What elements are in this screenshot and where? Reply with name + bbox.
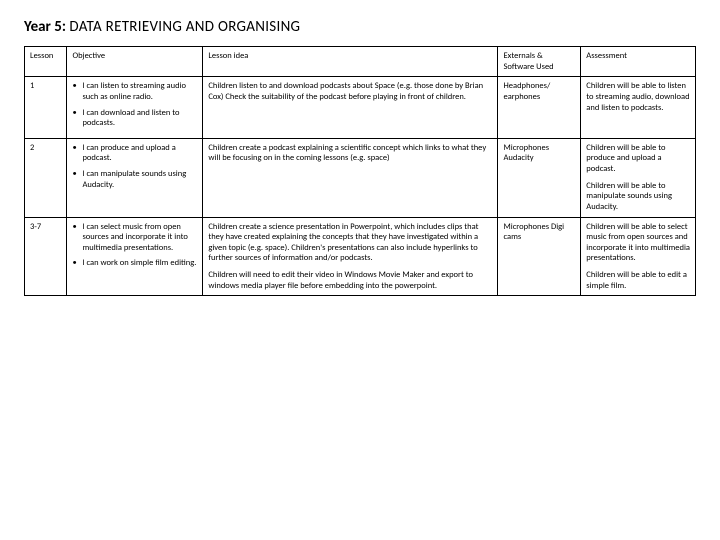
th-assessment: Assessment [581, 47, 696, 77]
idea-para: Children listen to and download podcasts… [208, 81, 492, 102]
objective-item: I can produce and upload a podcast. [72, 143, 197, 164]
cell-lesson: 1 [25, 77, 67, 139]
objective-item: I can listen to streaming audio such as … [72, 81, 197, 102]
th-objective: Objective [67, 47, 203, 77]
cell-objective: I can listen to streaming audio such as … [67, 77, 203, 139]
th-idea: Lesson idea [203, 47, 498, 77]
objective-item: I can manipulate sounds using Audacity. [72, 169, 197, 190]
table-row: 3-7 I can select music from open sources… [25, 217, 696, 296]
assessment-para: Children will be able to manipulate soun… [586, 181, 690, 213]
cell-lesson: 2 [25, 138, 67, 217]
table-row: 2 I can produce and upload a podcast. I … [25, 138, 696, 217]
page-title: Year 5: DATA RETRIEVING AND ORGANISING [24, 18, 696, 36]
title-thin: DATA RETRIEVING AND ORGANISING [69, 18, 300, 36]
assessment-para: Children will be able to produce and upl… [586, 143, 690, 175]
th-lesson: Lesson [25, 47, 67, 77]
objective-item: I can work on simple film editing. [72, 258, 197, 269]
cell-idea: Children listen to and download podcasts… [203, 77, 498, 139]
th-externals: Externals & Software Used [498, 47, 581, 77]
cell-idea: Children create a podcast explaining a s… [203, 138, 498, 217]
cell-objective: I can select music from open sources and… [67, 217, 203, 296]
idea-para: Children will need to edit their video i… [208, 270, 492, 291]
idea-para: Children create a podcast explaining a s… [208, 143, 492, 164]
curriculum-table: Lesson Objective Lesson idea Externals &… [24, 46, 696, 296]
idea-para: Children create a science presentation i… [208, 222, 492, 265]
cell-externals: Microphones Audacity [498, 138, 581, 217]
cell-idea: Children create a science presentation i… [203, 217, 498, 296]
cell-externals: Microphones Digi cams [498, 217, 581, 296]
assessment-para: Children will be able to edit a simple f… [586, 270, 690, 291]
objective-item: I can download and listen to podcasts. [72, 108, 197, 129]
table-header-row: Lesson Objective Lesson idea Externals &… [25, 47, 696, 77]
objective-item: I can select music from open sources and… [72, 222, 197, 254]
assessment-para: Children will be able to listen to strea… [586, 81, 690, 113]
cell-assessment: Children will be able to produce and upl… [581, 138, 696, 217]
assessment-para: Children will be able to select music fr… [586, 222, 690, 265]
table-row: 1 I can listen to streaming audio such a… [25, 77, 696, 139]
title-bold: Year 5: [24, 18, 69, 36]
cell-lesson: 3-7 [25, 217, 67, 296]
cell-assessment: Children will be able to listen to strea… [581, 77, 696, 139]
cell-externals: Headphones/ earphones [498, 77, 581, 139]
cell-assessment: Children will be able to select music fr… [581, 217, 696, 296]
cell-objective: I can produce and upload a podcast. I ca… [67, 138, 203, 217]
